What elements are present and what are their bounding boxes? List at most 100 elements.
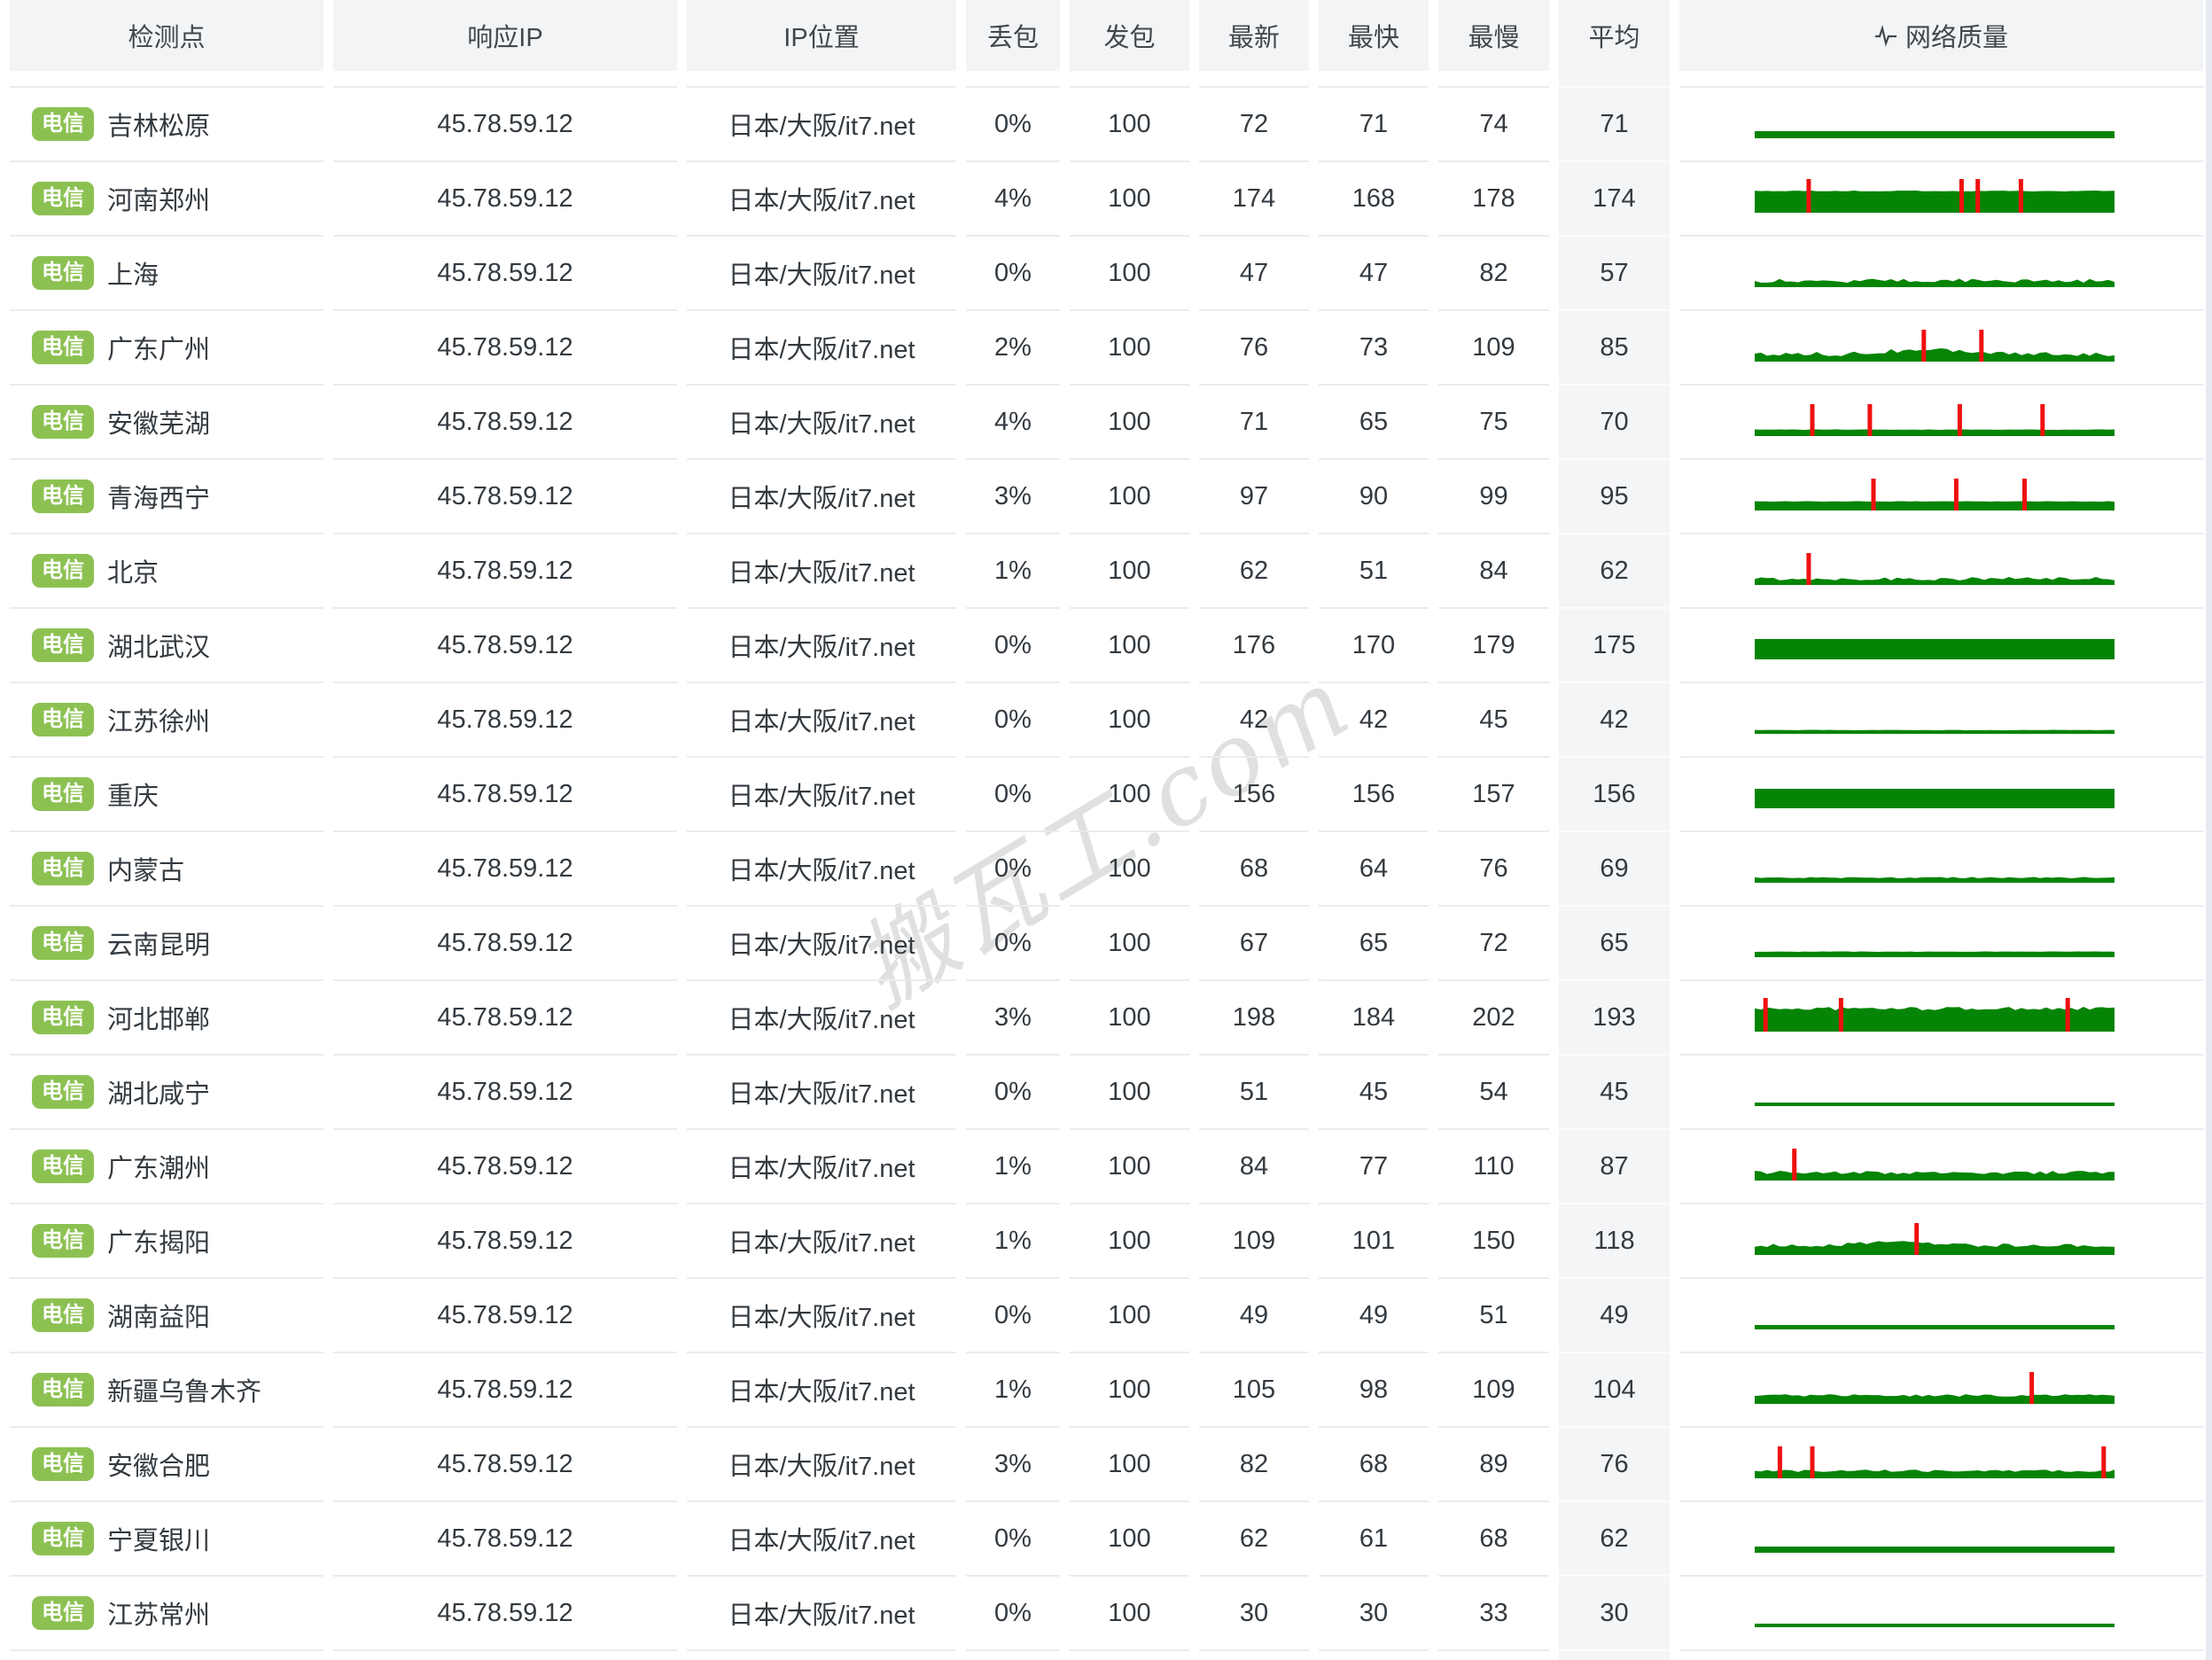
carrier-badge: 电信 — [32, 331, 94, 364]
table-header-row: 检测点 响应IP IP位置 丢包 发包 最新 最快 最慢 平均 网络质量 — [0, 0, 2212, 71]
carrier-badge: 电信 — [32, 926, 94, 960]
cell-network-quality — [1679, 682, 2203, 756]
cell-slowest: 179 — [1438, 607, 1549, 682]
cell-loss: 4% — [966, 160, 1060, 235]
cell-fastest: 51 — [1319, 533, 1429, 607]
cell-average: 62 — [1559, 533, 1670, 607]
cell-ip-location: 日本/大阪/it7.net — [687, 458, 956, 533]
packet-loss-spike — [1838, 998, 1843, 1032]
checkpoint-city: 北京 — [107, 559, 160, 588]
cell-average: 45 — [1559, 1054, 1670, 1128]
table-row: 电信 湖北咸宁 45.78.59.12 日本/大阪/it7.net 0% 100 51 45 5… — [0, 1054, 2212, 1128]
column-header-checkpoint: 检测点 — [10, 0, 323, 71]
cell-fastest: 64 — [1319, 830, 1429, 905]
cell-response-ip: 45.78.59.12 — [333, 830, 677, 905]
cell-ip-location: 日本/大阪/it7.net — [687, 86, 956, 160]
vertical-scrollbar-track[interactable] — [2206, 0, 2212, 1660]
table-row: 电信 北京 45.78.59.12 日本/大阪/it7.net 1% 100 62 51 84 6… — [0, 533, 2212, 607]
network-quality-sparkline — [1755, 479, 2115, 510]
network-quality-sparkline — [1755, 179, 2115, 213]
packet-loss-spike — [2040, 404, 2045, 436]
cell-checkpoint: 电信 河南郑州 — [10, 160, 323, 235]
cell-checkpoint: 电信 安徽芜湖 — [10, 384, 323, 458]
cell-network-quality — [1679, 1128, 2203, 1203]
cell-loss: 1% — [966, 1203, 1060, 1277]
cell-ip-location: 日本/大阪/it7.net — [687, 756, 956, 830]
cell-network-quality — [1679, 756, 2203, 830]
network-quality-sparkline — [1755, 1223, 2115, 1255]
table-row: 电信 安徽芜湖 45.78.59.12 日本/大阪/it7.net 4% 100 71 65 7… — [0, 384, 2212, 458]
cell-sent: 100 — [1070, 905, 1189, 979]
cell-network-quality — [1679, 830, 2203, 905]
packet-loss-spike — [1959, 179, 1964, 213]
checkpoint-city: 湖北武汉 — [107, 634, 211, 662]
table-row: 电信 重庆 45.78.59.12 日本/大阪/it7.net 0% 100 156 156 1… — [0, 756, 2212, 830]
cell-response-ip: 45.78.59.12 — [333, 1277, 677, 1352]
cell-sent: 100 — [1070, 458, 1189, 533]
cell-average: 69 — [1559, 830, 1670, 905]
checkpoint-city: 安徽合肥 — [107, 1453, 211, 1481]
network-quality-sparkline — [1755, 1325, 2115, 1329]
cell-ip-location: 日本/大阪/it7.net — [687, 1128, 956, 1203]
cell-network-quality — [1679, 1575, 2203, 1649]
cell-fastest: 156 — [1319, 756, 1429, 830]
cell-slowest: 68 — [1438, 1500, 1549, 1575]
network-quality-sparkline — [1755, 998, 2115, 1032]
column-header-label: 网络质量 — [1904, 24, 2008, 52]
cell-checkpoint: 电信 广东潮州 — [10, 1128, 323, 1203]
cell-checkpoint: 电信 河北邯郸 — [10, 979, 323, 1054]
network-quality-sparkline — [1755, 1372, 2115, 1404]
cell-loss: 0% — [966, 756, 1060, 830]
checkpoint-city: 河北邯郸 — [107, 1006, 211, 1034]
cell-latest: 72 — [1199, 86, 1309, 160]
cell-checkpoint: 电信 宁夏银川 — [10, 1500, 323, 1575]
cell-loss: 3% — [966, 1426, 1060, 1500]
cell-network-quality — [1679, 905, 2203, 979]
cell-latest: 198 — [1199, 979, 1309, 1054]
packet-loss-spike — [1777, 1446, 1782, 1478]
checkpoint-city: 云南昆明 — [107, 931, 211, 960]
cell-fastest: 73 — [1319, 309, 1429, 384]
cell-fastest: 49 — [1319, 1277, 1429, 1352]
cell-loss: 0% — [966, 1500, 1060, 1575]
cell-ip-location: 日本/大阪/it7.net — [687, 1575, 956, 1649]
table-row: 电信 湖南益阳 45.78.59.12 日本/大阪/it7.net 0% 100 49 49 5… — [0, 1277, 2212, 1352]
cell-checkpoint: 电信 吉林松原 — [10, 86, 323, 160]
cell-average: 85 — [1559, 309, 1670, 384]
checkpoint-city: 湖南益阳 — [107, 1304, 211, 1332]
packet-loss-spike — [1763, 998, 1768, 1032]
checkpoint-city: 湖北咸宁 — [107, 1080, 211, 1109]
cell-ip-location: 日本/大阪/it7.net — [687, 830, 956, 905]
checkpoint-city: 河南郑州 — [107, 187, 211, 215]
network-quality-sparkline — [1755, 951, 2115, 957]
cell-ip-location: 日本/大阪/it7.net — [687, 1054, 956, 1128]
cell-slowest: 54 — [1438, 1054, 1549, 1128]
cell-latest: 84 — [1199, 1128, 1309, 1203]
cell-latest: 82 — [1199, 1426, 1309, 1500]
cell-latest: 62 — [1199, 533, 1309, 607]
packet-loss-spike — [1953, 479, 1959, 510]
cell-latest: 156 — [1199, 756, 1309, 830]
cell-loss: 1% — [966, 1128, 1060, 1203]
table-row: 电信 湖北武汉 45.78.59.12 日本/大阪/it7.net 0% 100 176 17… — [0, 607, 2212, 682]
cell-network-quality — [1679, 160, 2203, 235]
checkpoint-city: 重庆 — [107, 783, 160, 811]
network-quality-sparkline — [1755, 131, 2115, 138]
network-quality-sparkline — [1755, 1149, 2115, 1181]
cell-latest: 176 — [1199, 607, 1309, 682]
empty-cell — [1319, 1649, 1429, 1660]
cell-average: 87 — [1559, 1128, 1670, 1203]
packet-loss-spike — [1975, 179, 1981, 213]
cell-latest: 68 — [1199, 830, 1309, 905]
cell-latest: 30 — [1199, 1575, 1309, 1649]
network-quality-sparkline — [1755, 278, 2115, 287]
packet-loss-spike — [1979, 330, 1984, 362]
cell-ip-location: 日本/大阪/it7.net — [687, 979, 956, 1054]
column-header-ip-location: IP位置 — [687, 0, 956, 71]
cell-checkpoint: 电信 安徽合肥 — [10, 1426, 323, 1500]
cell-fastest: 101 — [1319, 1203, 1429, 1277]
carrier-badge: 电信 — [32, 852, 94, 885]
checkpoint-city: 宁夏银川 — [107, 1527, 211, 1555]
cell-slowest: 178 — [1438, 160, 1549, 235]
cell-latest: 51 — [1199, 1054, 1309, 1128]
